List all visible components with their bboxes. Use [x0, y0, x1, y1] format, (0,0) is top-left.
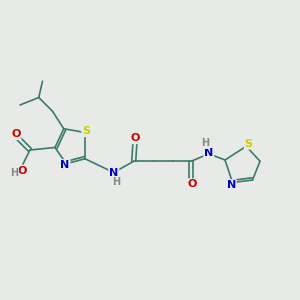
Text: S: S: [82, 126, 90, 136]
Text: O: O: [18, 166, 27, 176]
Text: N: N: [109, 167, 119, 178]
Text: N: N: [226, 180, 236, 190]
Text: H: H: [10, 168, 18, 178]
Text: N: N: [60, 160, 70, 170]
Text: S: S: [245, 139, 253, 149]
Text: O: O: [131, 133, 140, 143]
Text: H: H: [201, 138, 209, 148]
Text: N: N: [204, 148, 213, 158]
Text: O: O: [187, 179, 196, 189]
Text: H: H: [112, 177, 120, 187]
Text: O: O: [11, 129, 20, 139]
